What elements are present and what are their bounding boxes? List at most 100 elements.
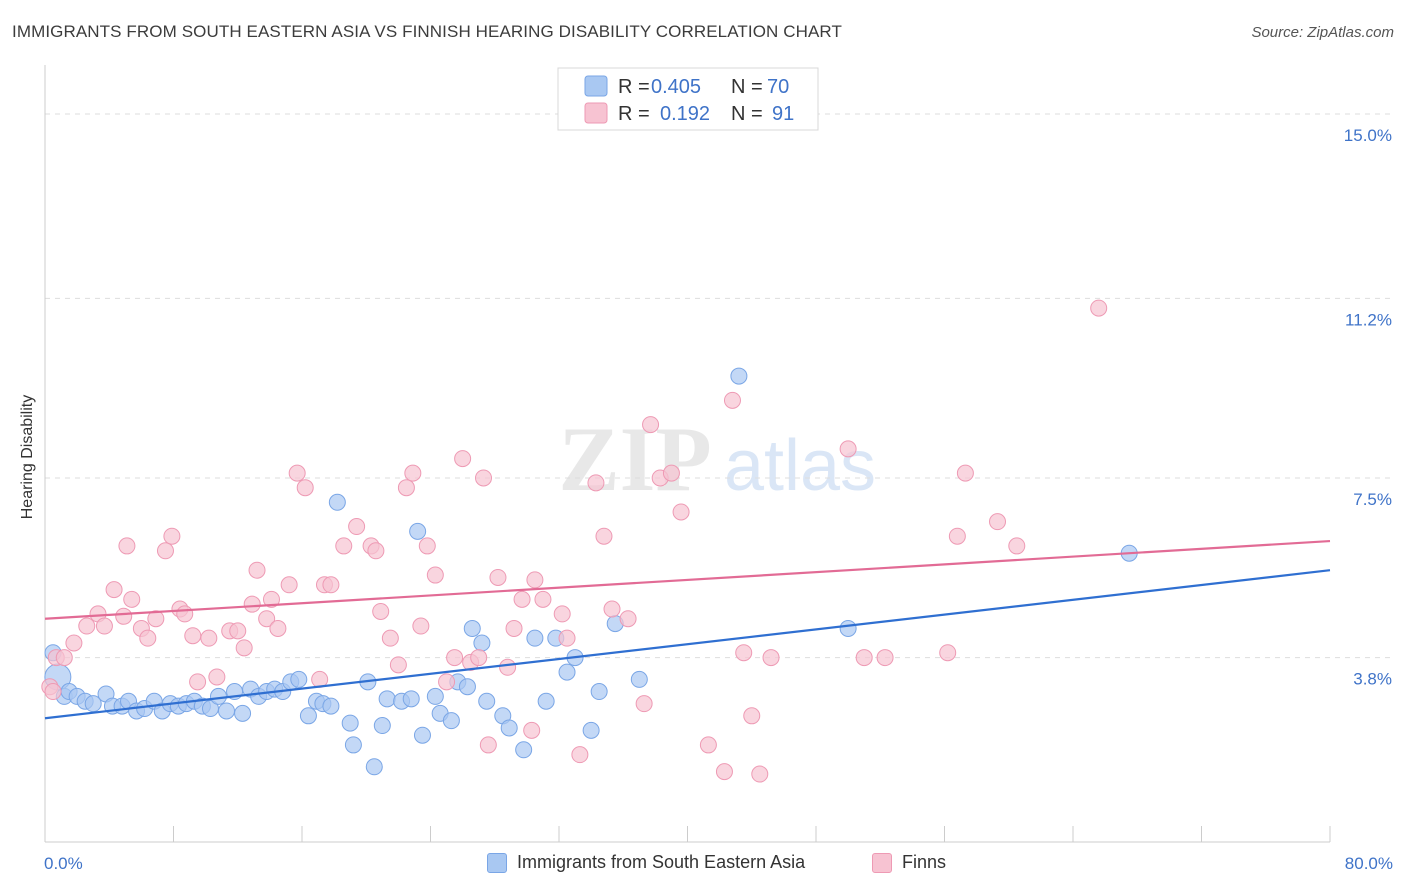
point-blue-38: [344, 736, 362, 754]
point-pink-48: [438, 673, 456, 691]
point-pink-76: [723, 391, 741, 409]
point-pink-58: [513, 590, 531, 608]
point-pink-14: [156, 542, 174, 560]
point-pink-63: [558, 629, 576, 647]
point-blue-54: [478, 692, 496, 710]
point-pink-19: [189, 673, 207, 691]
bottom-legend-swatch-pink: [872, 852, 892, 873]
legend-r-value-1: 0.405: [651, 76, 701, 98]
legend-n-label-2: N =: [731, 103, 763, 125]
grid: [45, 113, 1392, 659]
point-blue-21: [209, 687, 227, 705]
point-blue-44: [402, 690, 420, 708]
point-pink-78: [743, 707, 761, 725]
point-pink-44: [404, 464, 422, 482]
point-blue-67: [730, 367, 748, 385]
legend-r-label-1: R =: [618, 76, 650, 98]
point-blue-63: [582, 721, 600, 739]
y-tick-label-0: 3.8%: [1353, 670, 1392, 689]
legend-r-label-2: R =: [618, 103, 650, 125]
point-pink-83: [876, 649, 894, 667]
point-blue-41: [373, 717, 391, 735]
point-pink-40: [372, 602, 390, 620]
point-pink-64: [571, 746, 589, 764]
bottom-legend-item-series2: Finns: [872, 852, 946, 873]
point-blue-56: [500, 719, 518, 737]
point-pink-26: [248, 561, 266, 579]
y-tick-label-3: 15.0%: [1344, 126, 1392, 145]
legend-swatch-pink: [584, 102, 608, 124]
point-pink-13: [147, 610, 165, 628]
point-pink-35: [322, 576, 340, 594]
point-pink-70: [642, 416, 660, 434]
point-pink-77: [735, 644, 753, 662]
legend: R = 0.405 N = 70 R = 0.192 N = 91: [557, 67, 819, 131]
point-pink-49: [446, 649, 464, 667]
point-pink-87: [989, 513, 1007, 531]
point-blue-52: [463, 619, 481, 637]
point-pink-12: [139, 629, 157, 647]
point-blue-31: [290, 670, 308, 688]
x-tick-label-0: 0.0%: [44, 854, 83, 873]
point-pink-57: [505, 619, 523, 637]
point-pink-72: [662, 464, 680, 482]
point-pink-56: [499, 658, 517, 676]
point-pink-86: [956, 464, 974, 482]
legend-r-value-2: 0.192: [660, 103, 710, 125]
x-tick-label-1: 80.0%: [1345, 854, 1393, 873]
point-pink-79: [751, 765, 769, 783]
bottom-legend: Immigrants from South Eastern Asia Finns: [0, 852, 1406, 878]
bottom-legend-label-series2: Finns: [902, 852, 947, 872]
point-pink-21: [208, 668, 226, 686]
point-pink-66: [595, 527, 613, 545]
point-pink-24: [235, 639, 253, 657]
source-credit: Source: ZipAtlas.com: [1251, 24, 1394, 41]
point-blue-42: [378, 690, 396, 708]
point-pink-46: [418, 537, 436, 555]
point-blue-57: [515, 741, 533, 759]
point-pink-23: [229, 622, 247, 640]
point-pink-9: [118, 537, 136, 555]
point-blue-35: [322, 697, 340, 715]
legend-n-value-2: 91: [772, 103, 794, 125]
point-pink-2: [55, 649, 73, 667]
point-pink-52: [470, 649, 488, 667]
point-pink-17: [176, 605, 194, 623]
y-tick-label-1: 7.5%: [1353, 490, 1392, 509]
point-pink-47: [426, 566, 444, 584]
point-pink-55: [489, 568, 507, 586]
point-blue-37: [341, 714, 359, 732]
axes: [44, 65, 1331, 843]
point-pink-88: [1008, 537, 1026, 555]
point-blue-47: [426, 687, 444, 705]
point-pink-6: [95, 617, 113, 635]
point-blue-58: [526, 629, 544, 647]
watermark-atlas: atlas: [724, 426, 876, 506]
chart-title: IMMIGRANTS FROM SOUTH EASTERN ASIA VS FI…: [12, 22, 842, 41]
point-blue-46: [413, 726, 431, 744]
point-pink-43: [397, 479, 415, 497]
point-pink-50: [454, 450, 472, 468]
point-pink-18: [184, 627, 202, 645]
points-layer: [41, 299, 1138, 783]
point-blue-61: [558, 663, 576, 681]
point-pink-10: [123, 590, 141, 608]
point-pink-89: [1090, 299, 1108, 317]
point-pink-81: [839, 440, 857, 458]
point-pink-29: [269, 619, 287, 637]
point-pink-53: [475, 469, 493, 487]
point-blue-40: [365, 758, 383, 776]
y-tick-label-2: 11.2%: [1345, 310, 1392, 329]
point-pink-41: [381, 629, 399, 647]
point-pink-84: [939, 644, 957, 662]
bottom-legend-item-series1: Immigrants from South Eastern Asia: [487, 852, 805, 873]
point-pink-4: [78, 617, 96, 635]
point-pink-68: [619, 610, 637, 628]
point-pink-73: [672, 503, 690, 521]
point-pink-69: [635, 695, 653, 713]
point-pink-75: [715, 763, 733, 781]
point-pink-80: [762, 649, 780, 667]
point-pink-28: [262, 590, 280, 608]
point-pink-3: [65, 634, 83, 652]
